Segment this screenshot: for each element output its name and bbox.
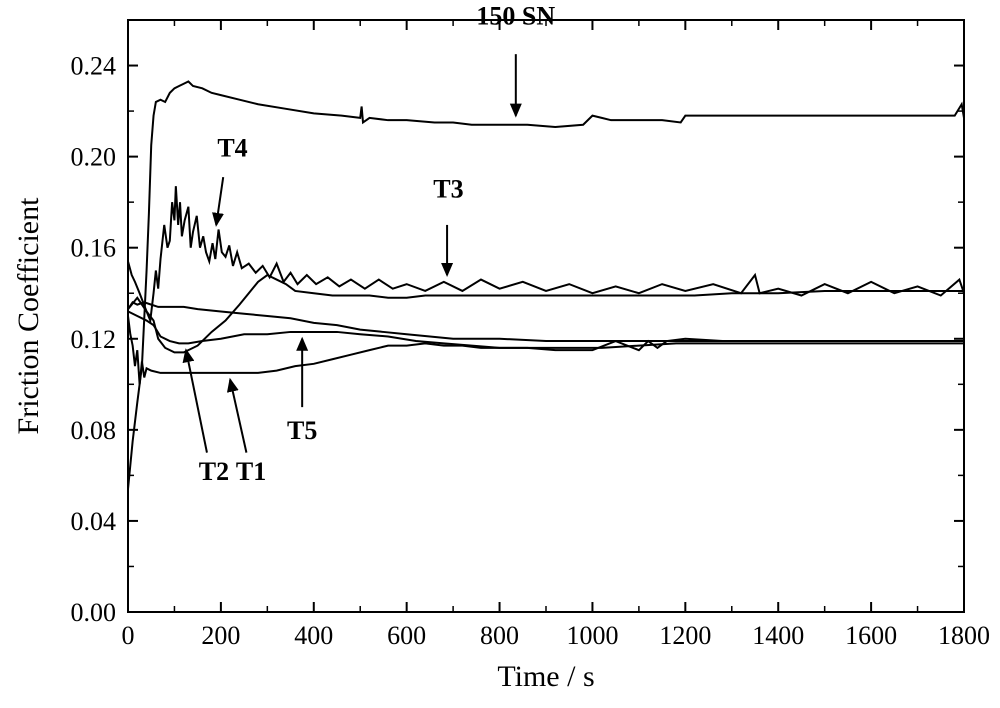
series-T1: [128, 311, 964, 350]
x-tick-label: 1800: [938, 621, 990, 650]
x-tick-label: 800: [480, 621, 519, 650]
y-tick-label: 0.08: [71, 416, 117, 445]
annotation-label-T1: T1: [236, 457, 266, 486]
friction-chart: 0 200 400 600 800 1000 1200 1400 1600 1800 0.00 0.0…: [0, 0, 1000, 708]
annotation-arrow-T4: [216, 177, 223, 225]
y-tick-label: 0.00: [71, 598, 117, 627]
x-tick-label: 400: [294, 621, 333, 650]
annotation-label-T5: T5: [287, 416, 317, 445]
annotation-label-T4: T4: [217, 134, 247, 163]
series-T4: [128, 186, 964, 320]
x-tick-label: 0: [122, 621, 135, 650]
annotation-arrow-T1: [230, 380, 246, 453]
annotation-label-T2: T2: [199, 457, 229, 486]
series-150-SN: [128, 81, 964, 489]
y-tick-label: 0.04: [71, 507, 117, 536]
y-tick-label: 0.24: [71, 52, 117, 81]
y-tick-label: 0.16: [71, 234, 117, 263]
x-tick-label: 1400: [752, 621, 804, 650]
x-tick-label: 1600: [845, 621, 897, 650]
y-axis-label: Friction Coefficient: [12, 197, 45, 435]
x-tick-label: 600: [387, 621, 426, 650]
y-tick-label: 0.20: [71, 143, 117, 172]
x-tick-label: 200: [201, 621, 240, 650]
annotation-label-150-SN: 150 SN: [476, 2, 555, 31]
annotation-label-T3: T3: [433, 175, 463, 204]
chart-svg: 0 200 400 600 800 1000 1200 1400 1600 1800 0.00 0.0…: [0, 0, 1000, 708]
series-T2: [128, 302, 964, 341]
x-axis-label: Time / s: [497, 660, 594, 693]
x-tick-label: 1000: [566, 621, 618, 650]
annotation-arrow-T2: [186, 350, 207, 452]
series-group: [128, 81, 964, 489]
plot-border: [128, 20, 964, 612]
y-tick-label: 0.12: [71, 325, 117, 354]
x-tick-label: 1200: [659, 621, 711, 650]
